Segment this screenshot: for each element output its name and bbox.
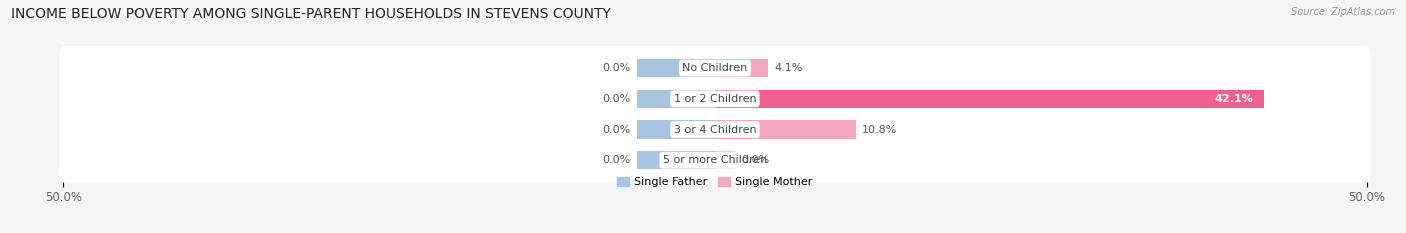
Bar <box>716 120 856 139</box>
Text: 0.0%: 0.0% <box>602 124 630 134</box>
Text: 1 or 2 Children: 1 or 2 Children <box>673 94 756 104</box>
Text: 0.0%: 0.0% <box>602 63 630 73</box>
Text: 0.0%: 0.0% <box>741 155 769 165</box>
Text: 0.0%: 0.0% <box>602 94 630 104</box>
Text: Source: ZipAtlas.com: Source: ZipAtlas.com <box>1291 7 1395 17</box>
FancyBboxPatch shape <box>59 138 1371 182</box>
Text: 10.8%: 10.8% <box>862 124 897 134</box>
Text: 3 or 4 Children: 3 or 4 Children <box>673 124 756 134</box>
FancyBboxPatch shape <box>59 77 1371 121</box>
Text: No Children: No Children <box>682 63 748 73</box>
FancyBboxPatch shape <box>59 46 1371 90</box>
Bar <box>716 90 1264 108</box>
Text: 0.0%: 0.0% <box>602 155 630 165</box>
Bar <box>637 120 716 139</box>
FancyBboxPatch shape <box>59 107 1371 152</box>
Bar <box>716 59 769 77</box>
Bar <box>637 59 716 77</box>
Bar <box>716 151 734 169</box>
Text: INCOME BELOW POVERTY AMONG SINGLE-PARENT HOUSEHOLDS IN STEVENS COUNTY: INCOME BELOW POVERTY AMONG SINGLE-PARENT… <box>11 7 612 21</box>
Bar <box>637 90 716 108</box>
Text: 42.1%: 42.1% <box>1215 94 1253 104</box>
Legend: Single Father, Single Mother: Single Father, Single Mother <box>617 177 813 187</box>
Bar <box>637 151 716 169</box>
Text: 4.1%: 4.1% <box>775 63 803 73</box>
Text: 5 or more Children: 5 or more Children <box>662 155 768 165</box>
